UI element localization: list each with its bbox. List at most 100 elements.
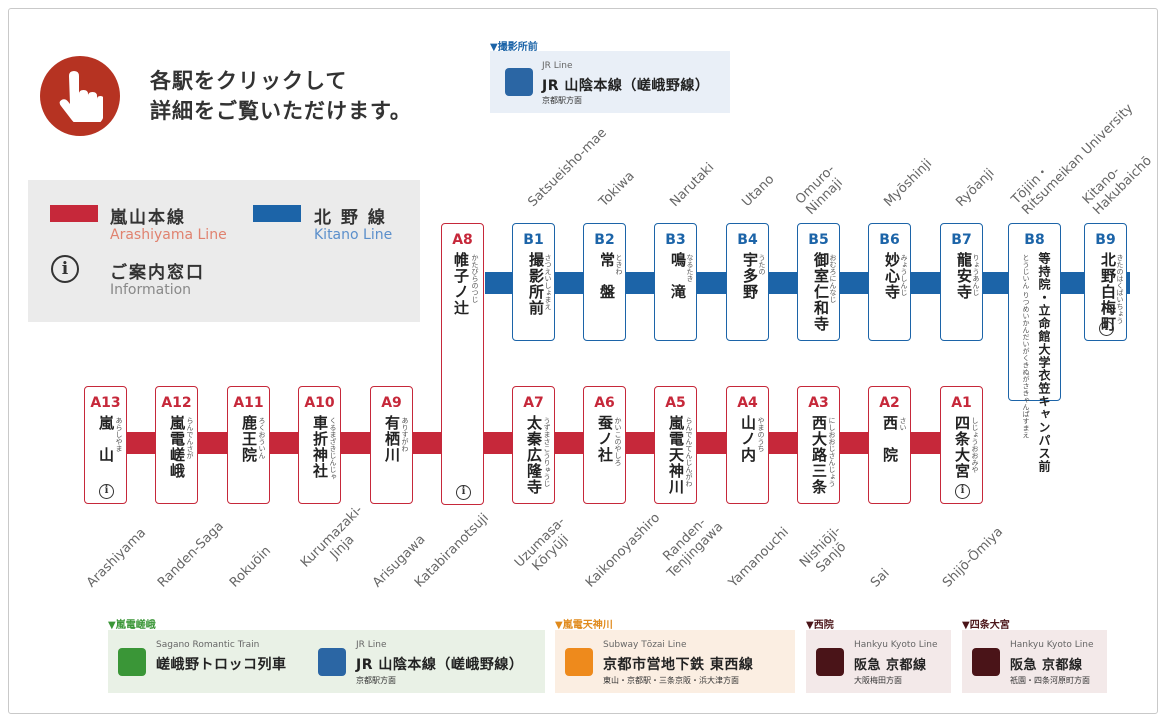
station-name-kana: ろくおういん — [258, 417, 266, 459]
station-name-jp: 帷子ノ辻 — [452, 252, 470, 316]
station-code: A8 — [452, 232, 473, 248]
station-code: A12 — [161, 395, 192, 411]
station-name-jp: 妙心寺 — [883, 252, 901, 300]
transfer-heading: ▼四条大宮 — [962, 620, 1010, 631]
transfer-line[interactable]: Sagano Romantic Train 嵯峨野トロッコ列車 — [118, 630, 313, 693]
station-name-jp: 山ノ内 — [739, 415, 757, 463]
station-b8[interactable]: B8 等持院・立命館大学衣笠キャンパス前 とうじいん りつめいかんだいがくきぬがさき… — [1008, 223, 1061, 473]
transfer-heading-satsueishomae: ▼撮影所前 — [490, 42, 538, 53]
transfer-direction: 京都駅方面 — [356, 676, 396, 685]
transfer-line[interactable]: JR Line JR 山陰本線（嵯峨野線） 京都駅方面 — [318, 630, 523, 693]
station-name-kana: あらしやま — [115, 417, 123, 452]
station-code: B6 — [879, 232, 900, 248]
station-code: A13 — [90, 395, 121, 411]
transfer-line-jp: 阪急 京都線 — [854, 658, 927, 673]
station-b1[interactable]: B1 撮影所前 さつえいしょまえ — [512, 223, 555, 341]
station-a10[interactable]: A10 車折神社 くるまざきじんじゃ — [298, 386, 341, 504]
station-name-kana: うたの — [758, 254, 766, 275]
station-a5[interactable]: A5 嵐電天神川 らんでんてんじんがわ — [654, 386, 697, 504]
station-b7[interactable]: B7 龍安寺 りょうあんじ — [940, 223, 983, 341]
transfer-line[interactable]: Subway Tōzai Line 京都市営地下鉄 東西線 東山・京都駅・三条京阪・… — [565, 630, 793, 693]
station-code: A6 — [594, 395, 615, 411]
station-code: A2 — [879, 395, 900, 411]
station-name-jp: 西 院 — [881, 415, 899, 463]
information-icon: i — [456, 485, 471, 500]
station-b3[interactable]: B3 鳴 滝なるたき — [654, 223, 697, 341]
station-code: A5 — [665, 395, 686, 411]
transfer-direction: 祇園・四条河原町方面 — [1010, 676, 1090, 685]
legend-info-en: Information — [110, 282, 192, 298]
transfer-line-en: JR Line — [542, 61, 573, 71]
transfer-line-jp: 阪急 京都線 — [1010, 658, 1083, 673]
station-name-jp: 宇多野 — [741, 252, 759, 300]
station-name-jp: 龍安寺 — [955, 252, 973, 300]
station-name-jp: 常 盤 — [598, 252, 616, 300]
arashiyama-line-swatch — [50, 205, 98, 222]
transfer-heading: ▼西院 — [806, 620, 834, 631]
station-b4[interactable]: B4 宇多野 うたの — [726, 223, 769, 341]
station-name-jp: 西大路三条 — [810, 415, 828, 495]
legend-arashiyama-jp: 嵐山本線 — [110, 208, 186, 228]
transfer-jr-satsueishomae[interactable]: JR Line JR 山陰本線（嵯峨野線） 京都駅方面 — [490, 51, 730, 113]
station-b6[interactable]: B6 妙心寺 みょうしんじ — [868, 223, 911, 341]
station-code: B7 — [951, 232, 972, 248]
transfer-line-en: Sagano Romantic Train — [156, 640, 260, 650]
station-code: B1 — [523, 232, 544, 248]
legend-panel — [28, 180, 420, 322]
station-name-kana: らんでんてんじんがわ — [685, 417, 693, 487]
transfer-line-en: Subway Tōzai Line — [603, 640, 687, 650]
transfer-line[interactable]: Hankyu Kyoto Line 阪急 京都線 大阪梅田方面 — [816, 630, 949, 693]
station-a8[interactable]: A8 帷子ノ辻 かたびらのつじ i — [441, 223, 484, 505]
station-name-kana: りょうあんじ — [972, 254, 980, 296]
map-frame — [8, 8, 1158, 714]
line-color-icon — [816, 648, 844, 676]
station-a9[interactable]: A9 有栖川 ありすがわ — [370, 386, 413, 504]
information-icon: i — [51, 255, 79, 283]
station-code: A1 — [951, 395, 972, 411]
station-name-kana: おむろにんなじ — [829, 254, 837, 303]
station-code: B9 — [1095, 232, 1116, 248]
station-name-kana: かたびらのつじ — [471, 254, 479, 303]
station-name-kana: さつえいしょまえ — [544, 254, 552, 310]
station-a6[interactable]: A6 蚕ノ社 かいこのやしろ — [583, 386, 626, 504]
transfer-direction: 東山・京都駅・三条京阪・浜大津方面 — [603, 676, 739, 685]
station-name-kana: きたのはくばいちょう — [1116, 254, 1124, 324]
legend-kitano-en: Kitano Line — [314, 227, 393, 243]
line-color-icon — [565, 648, 593, 676]
station-name-jp: 車折神社 — [311, 415, 329, 479]
jr-line-color-icon — [505, 68, 533, 96]
transfer-line-en: Hankyu Kyoto Line — [854, 640, 938, 650]
station-a11[interactable]: A11 鹿王院 ろくおういん — [227, 386, 270, 504]
transfer-group — [555, 630, 795, 693]
station-a13[interactable]: A13 嵐 山あらしやま i — [84, 386, 127, 504]
station-code: B3 — [665, 232, 686, 248]
station-name-jp: 撮影所前 — [527, 252, 545, 316]
station-code: A10 — [304, 395, 335, 411]
transfer-line[interactable]: Hankyu Kyoto Line 阪急 京都線 祇園・四条河原町方面 — [972, 630, 1105, 693]
instruction-text: 各駅をクリックして 詳細をご覧いただけます。 — [150, 69, 412, 123]
station-name-jp: 鳴 滝 — [669, 252, 687, 300]
transfer-heading: ▼嵐電嵯峨 — [108, 620, 156, 631]
transfer-line-jp: JR 山陰本線（嵯峨野線） — [542, 78, 710, 94]
station-name-jp: 鹿王院 — [240, 415, 258, 463]
transfer-line-jp: 嵯峨野トロッコ列車 — [156, 657, 287, 673]
station-a4[interactable]: A4 山ノ内 やまのうち — [726, 386, 769, 504]
line-color-icon — [118, 648, 146, 676]
station-a1[interactable]: A1 四条大宮 しじょうおおみや i — [940, 386, 983, 504]
station-b5[interactable]: B5 御室仁和寺 おむろにんなじ — [797, 223, 840, 341]
station-name-kana: かいこのやしろ — [614, 417, 622, 466]
station-name-jp: 嵐 山 — [97, 415, 115, 463]
station-name-kana: らんでんさが — [186, 417, 194, 459]
station-b9[interactable]: B9 北野白梅町 きたのはくばいちょう i — [1084, 223, 1127, 341]
information-icon: i — [955, 484, 970, 499]
legend-info-jp: ご案内窓口 — [110, 263, 205, 283]
transfer-direction: 京都駅方面 — [542, 96, 582, 105]
station-code: B4 — [737, 232, 758, 248]
station-a12[interactable]: A12 嵐電嵯峨 らんでんさが — [155, 386, 198, 504]
station-code: A4 — [737, 395, 758, 411]
station-code: A7 — [523, 395, 544, 411]
station-b2[interactable]: B2 常 盤ときわ — [583, 223, 626, 341]
station-a7[interactable]: A7 太秦広隆寺 うずまさこうりゅうじ — [512, 386, 555, 504]
station-a3[interactable]: A3 西大路三条 にしおおじさんじょう — [797, 386, 840, 504]
station-a2[interactable]: A2 西 院さい — [868, 386, 911, 504]
